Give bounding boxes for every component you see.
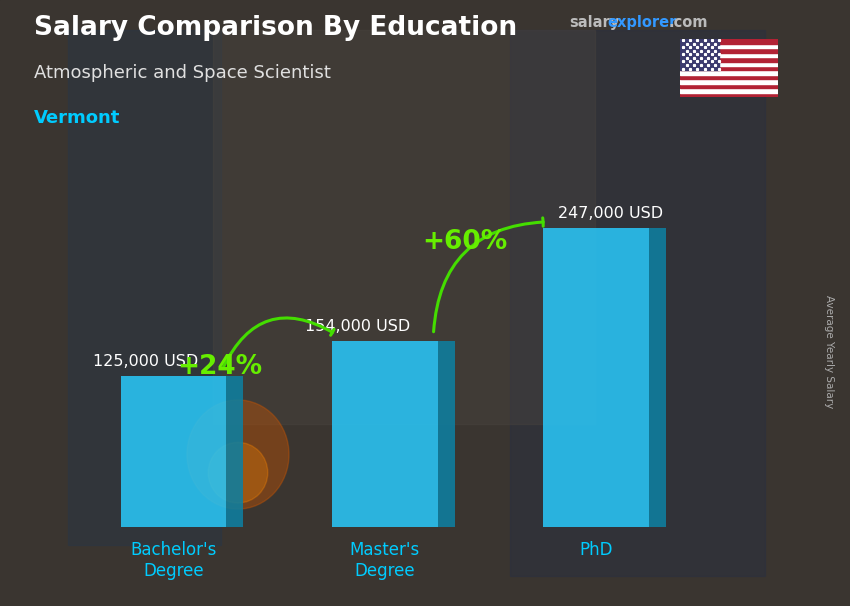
Bar [680,70,778,75]
Polygon shape [543,228,649,527]
Text: Average Yearly Salary: Average Yearly Salary [824,295,834,408]
Text: .com: .com [669,15,708,30]
Bar [680,44,778,48]
Bar [680,39,778,44]
Text: explorer: explorer [608,15,677,30]
Bar [680,48,778,53]
Text: 247,000 USD: 247,000 USD [558,206,663,221]
Bar [680,88,778,93]
Polygon shape [226,376,243,527]
Bar [68,30,221,545]
Text: Atmospheric and Space Scientist: Atmospheric and Space Scientist [34,64,331,82]
Bar [510,30,765,576]
Bar [212,30,595,424]
Text: +24%: +24% [178,354,263,380]
Polygon shape [649,228,666,527]
Ellipse shape [208,442,268,503]
Text: +60%: +60% [422,229,507,255]
Text: 154,000 USD: 154,000 USD [304,319,410,334]
Text: Vermont: Vermont [34,109,121,127]
Ellipse shape [187,400,289,509]
Text: Salary Comparison By Education: Salary Comparison By Education [34,15,517,41]
Bar [680,39,719,70]
Polygon shape [121,376,226,527]
Bar [680,93,778,97]
Bar [680,66,778,70]
Bar [680,57,778,62]
Bar [680,62,778,66]
Bar [680,79,778,84]
Polygon shape [438,341,455,527]
Bar [680,84,778,88]
Polygon shape [332,341,438,527]
Text: salary: salary [570,15,620,30]
Bar [680,75,778,79]
Text: 125,000 USD: 125,000 USD [94,354,199,369]
Bar [680,53,778,57]
